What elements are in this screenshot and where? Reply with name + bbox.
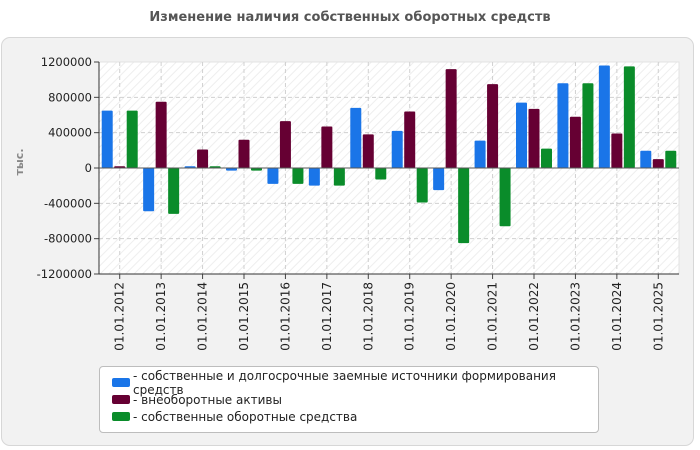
bar-series-2 (197, 149, 209, 168)
bar-series-1 (557, 83, 569, 168)
x-tick-label: 01.01.2022 (527, 282, 541, 351)
bar-series-3 (333, 168, 345, 186)
bar-series-3 (251, 168, 262, 171)
y-tick-label: 400000 (48, 126, 92, 140)
y-tick-label: 800000 (48, 90, 92, 104)
bar-series-1 (143, 168, 155, 212)
legend-label: - собственные оборотные средства (133, 409, 358, 424)
bar-series-1 (598, 65, 610, 168)
bar-series-1 (308, 168, 320, 186)
x-tick-label: 01.01.2019 (403, 282, 417, 351)
bar-series-2 (652, 159, 664, 168)
x-tick-label: 01.01.2017 (320, 282, 334, 351)
bars (101, 65, 677, 244)
bar-series-2 (569, 116, 581, 168)
bar-series-1 (640, 150, 652, 168)
bar-series-1 (267, 168, 279, 184)
bar-series-1 (350, 107, 362, 168)
bar-series-3 (168, 168, 180, 214)
x-tick-label: 01.01.2025 (651, 282, 665, 351)
bar-series-1 (516, 102, 527, 168)
bar-series-2 (155, 101, 167, 168)
x-tick-label: 01.01.2023 (568, 282, 582, 351)
bar-series-3 (375, 168, 387, 180)
bar-series-2 (238, 139, 250, 168)
bar-series-3 (623, 66, 635, 168)
x-tick-label: 01.01.2013 (154, 282, 168, 351)
bar-series-2 (362, 134, 374, 168)
y-tick-label: -1200000 (37, 267, 92, 281)
y-axis-label: тыс. (13, 148, 26, 175)
bar-series-2 (528, 108, 540, 168)
x-tick-label: 01.01.2018 (361, 282, 375, 351)
legend-label: - собственные и долгосрочные заемные ист… (133, 368, 556, 397)
x-tick-label: 01.01.2012 (113, 282, 127, 351)
x-tick-label: 01.01.2016 (278, 282, 292, 351)
axes: 1200000 800000 400000 0 -400000 -800000 -12000… (37, 55, 679, 351)
x-tick-label: 01.01.2021 (486, 282, 500, 351)
bar-series-3 (499, 168, 511, 227)
bar-series-2 (445, 69, 457, 168)
bar-series-2 (611, 133, 623, 168)
y-tick-label: -800000 (44, 232, 92, 246)
bar-series-3 (541, 148, 552, 168)
bar-series-2 (279, 121, 291, 168)
chart-title: Изменение наличия собственных оборотных … (149, 10, 551, 25)
bar-series-3 (416, 168, 428, 203)
bar-series-2 (321, 126, 333, 168)
x-tick-label: 01.01.2020 (444, 282, 458, 351)
x-tick-label: 01.01.2015 (237, 282, 251, 351)
bar-series-3 (582, 83, 594, 168)
legend-item-sources[interactable]: - собственные и долгосрочные заемные ист… (112, 369, 598, 397)
legend-item-working-capital[interactable]: - собственные оборотные средства (112, 408, 598, 425)
chart-legend: - собственные и долгосрочные заемные ист… (99, 366, 599, 433)
bar-series-1 (101, 110, 113, 168)
bar-series-1 (226, 168, 237, 171)
legend-swatch-blue (112, 378, 130, 387)
legend-item-noncurrent-assets[interactable]: - внеоборотные активы (112, 391, 598, 408)
y-tick-label: -400000 (44, 196, 92, 210)
bar-series-1 (433, 168, 445, 191)
legend-swatch-maroon (112, 395, 130, 404)
y-tick-label: 1200000 (41, 55, 92, 69)
bar-series-2 (404, 111, 416, 168)
bar-series-3 (665, 150, 677, 168)
bar-series-3 (458, 168, 470, 244)
bar-series-3 (292, 168, 304, 184)
x-tick-label: 01.01.2024 (610, 282, 624, 351)
legend-label: - внеоборотные активы (133, 392, 282, 407)
y-tick-label: 0 (85, 161, 92, 175)
bar-series-1 (474, 140, 486, 168)
legend-swatch-green (112, 412, 130, 421)
x-tick-label: 01.01.2014 (196, 282, 210, 351)
bar-series-2 (487, 84, 499, 168)
bar-series-3 (126, 110, 138, 168)
bar-series-1 (391, 130, 403, 168)
